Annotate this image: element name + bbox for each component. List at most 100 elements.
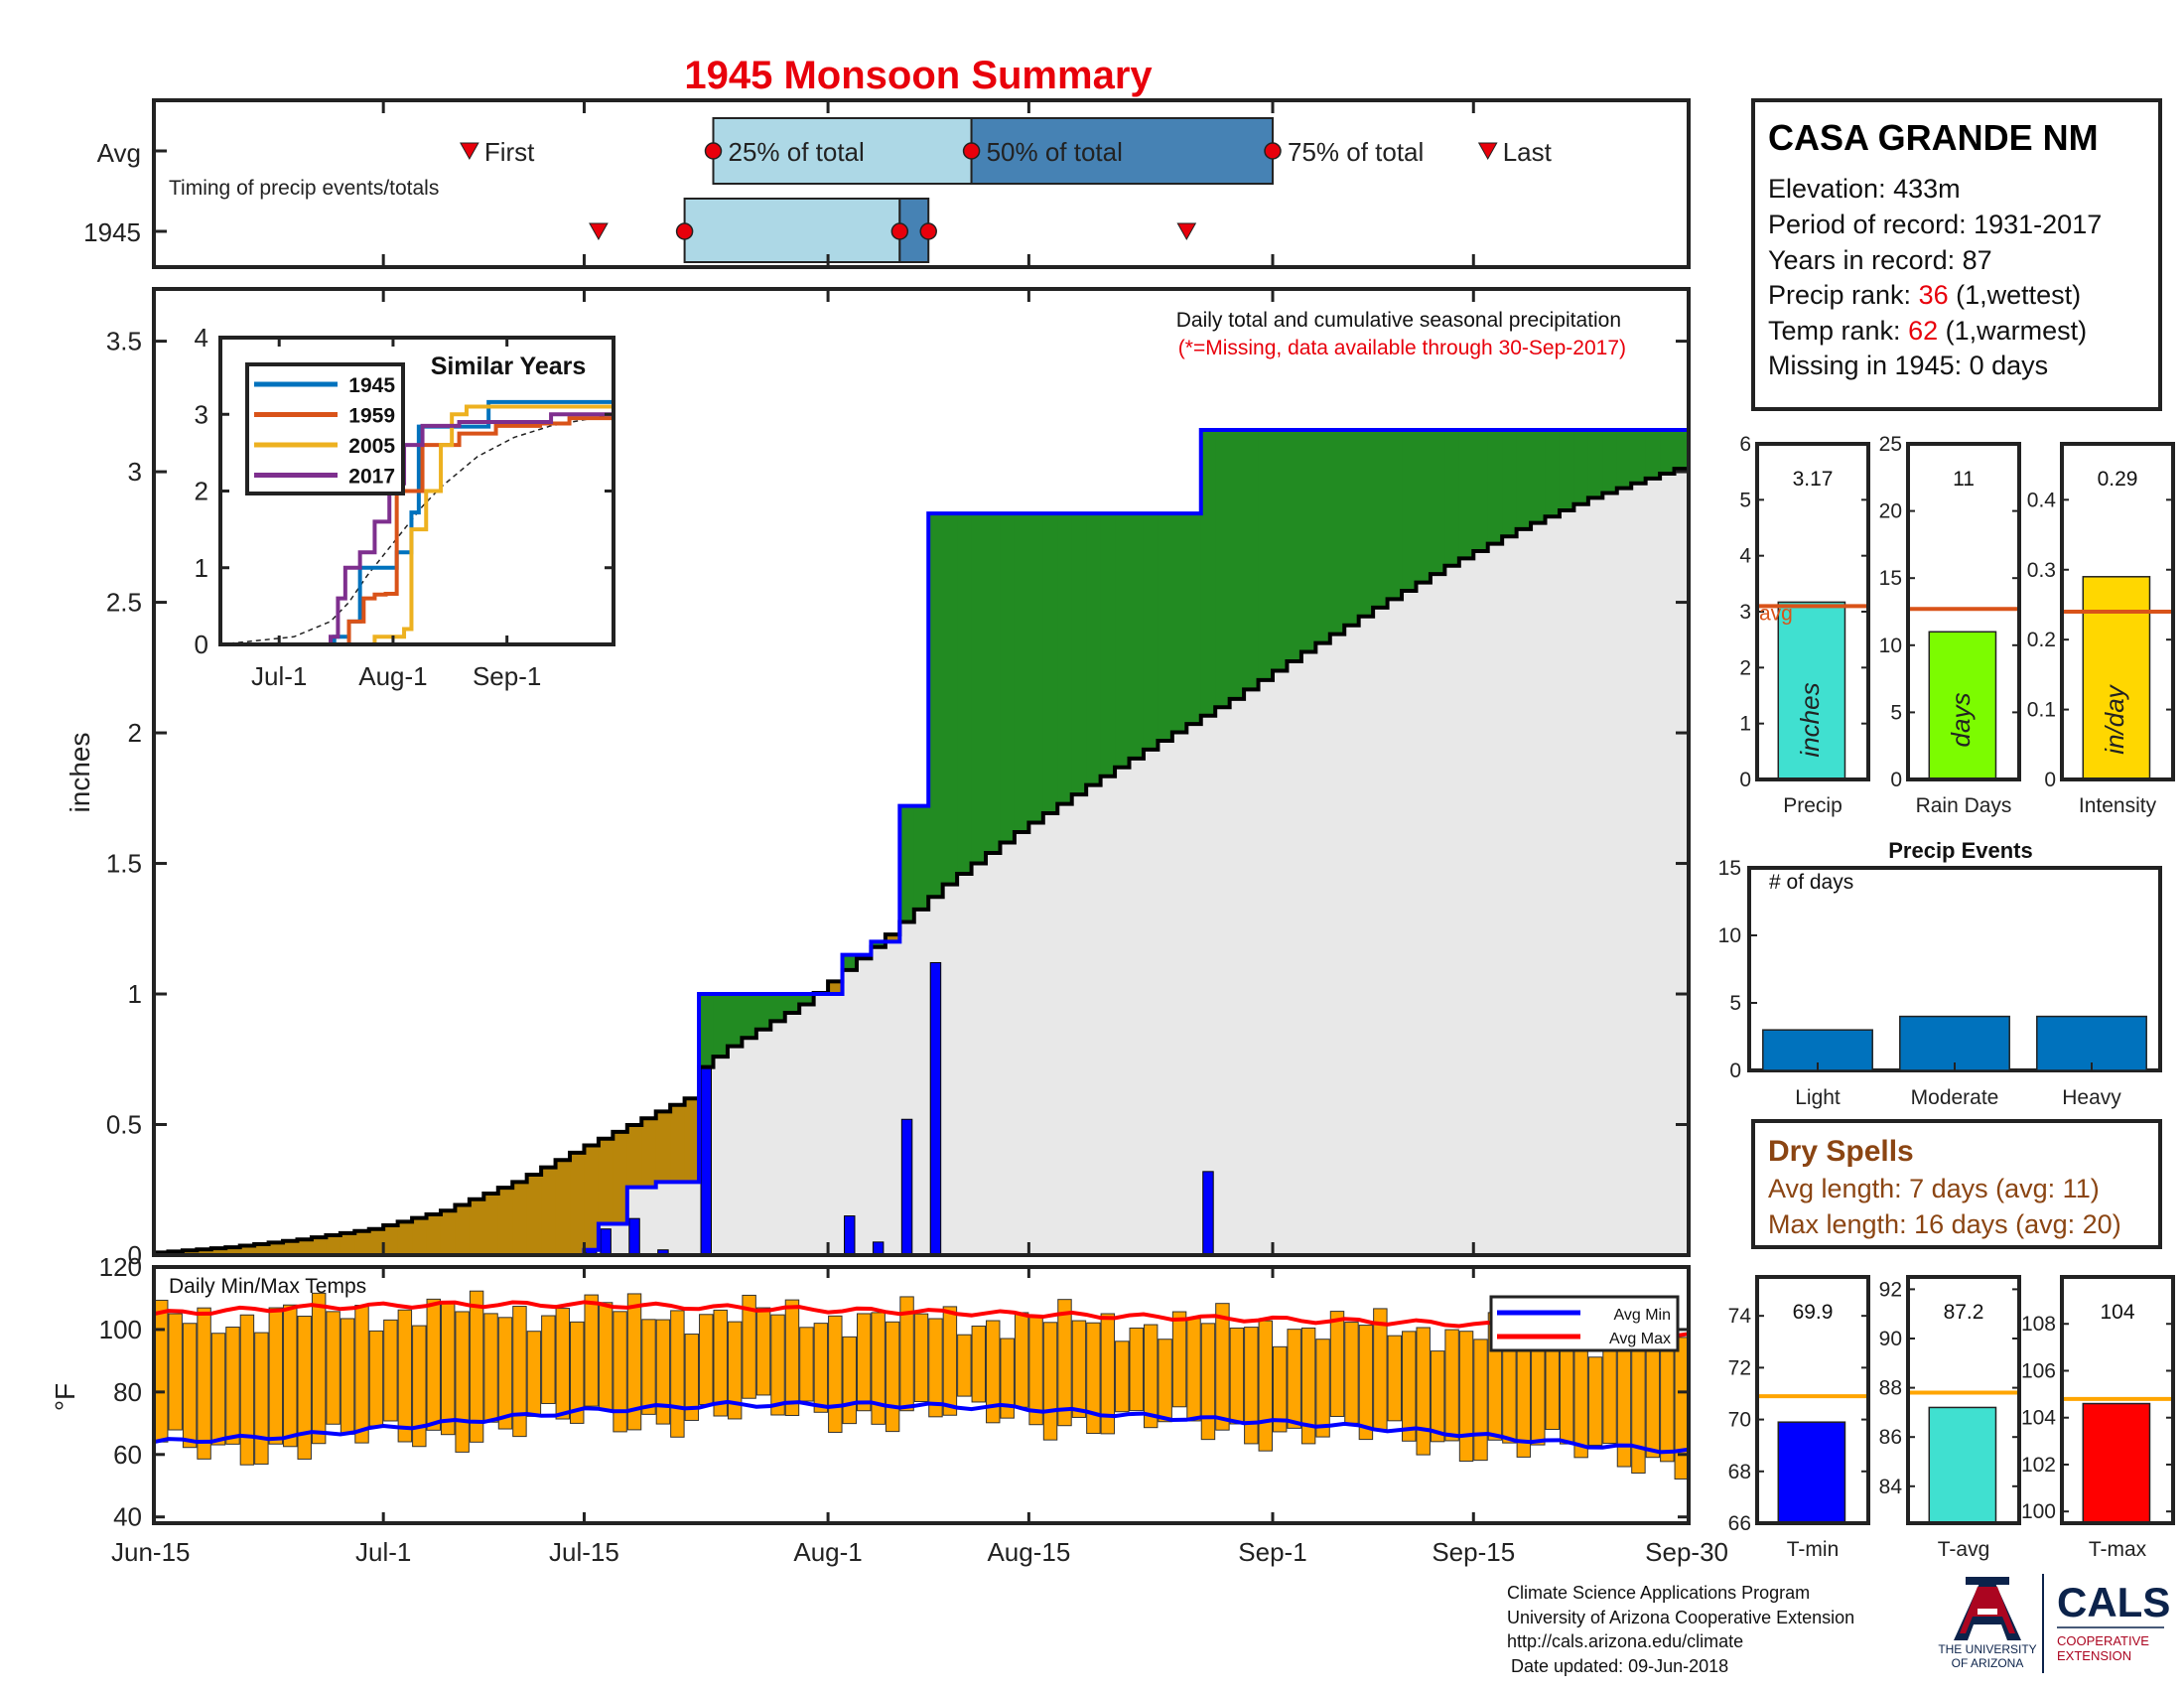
temp-rank-value: 62	[1908, 316, 1938, 346]
surplus-fill	[1559, 430, 1575, 511]
daily-precip-bar	[628, 1217, 640, 1256]
timing-label-p25: 25% of total	[728, 137, 864, 167]
mini-ytick-label: 72	[1728, 1356, 1751, 1379]
surplus-fill	[1042, 513, 1058, 814]
mini-ytick-label: 84	[1879, 1476, 1903, 1498]
mini-ytick-label: 88	[1879, 1377, 1902, 1400]
daily-temp-bar	[986, 1320, 1001, 1424]
inset-ytick-label: 0	[195, 630, 208, 659]
main-ytick-label: 2.5	[106, 588, 142, 618]
deficit-fill	[828, 981, 844, 995]
mini-ytick-label: 0	[1739, 769, 1751, 791]
daily-temp-bar	[397, 1309, 413, 1443]
deficit-fill	[368, 1228, 384, 1255]
temp-rank-label: Temp rank:	[1768, 316, 1908, 346]
daily-temp-bar	[971, 1325, 987, 1403]
year-p50-marker	[890, 222, 909, 240]
surplus-fill	[1014, 513, 1029, 832]
daily-temp-bar	[340, 1318, 355, 1435]
mini-ytick-label: 0	[2044, 769, 2056, 791]
daily-precip-bar	[700, 1066, 712, 1256]
surplus-fill	[1057, 513, 1073, 804]
deficit-fill	[397, 1221, 413, 1255]
surplus-fill	[699, 994, 715, 1067]
daily-temp-bar	[1545, 1344, 1560, 1431]
daily-temp-bar	[1559, 1337, 1574, 1445]
deficit-fill	[311, 1237, 327, 1255]
mini-unit-label: days	[1946, 693, 1976, 748]
mini-value-label: 3.17	[1793, 468, 1834, 491]
daily-temp-bar	[412, 1325, 427, 1448]
temp-rank-note: (1,warmest)	[1938, 316, 2087, 346]
mini-category-label: T-max	[2089, 1538, 2147, 1561]
station-info-box: CASA GRANDE NM Elevation: 433m Period of…	[1751, 98, 2162, 411]
daily-temp-bar	[1200, 1323, 1216, 1441]
date-tick-label: Aug-15	[987, 1537, 1070, 1567]
summary-bar-charts: 0 1 2 3 4 5 6 3.17 Precip inches avg 0 5 10 15 20 25 11 Ra…	[1739, 433, 2175, 817]
daily-temp-bar	[1473, 1339, 1488, 1462]
mini-chart-frame	[1755, 1275, 1870, 1525]
daily-temp-bar	[1158, 1339, 1172, 1423]
daily-temp-bar	[182, 1323, 198, 1449]
daily-temp-bar	[613, 1311, 627, 1433]
daily-temp-bar	[426, 1298, 441, 1431]
daily-temp-bar	[311, 1292, 327, 1445]
daily-temp-bar	[1660, 1337, 1675, 1463]
timing-label-p50: 50% of total	[987, 137, 1123, 167]
surplus-fill	[1387, 430, 1403, 600]
mini-bar-t-max	[2082, 1402, 2151, 1524]
surplus-fill	[1329, 430, 1345, 635]
mini-avg-label: avg	[1759, 602, 1793, 625]
surplus-fill	[1071, 513, 1087, 795]
surplus-fill	[1272, 430, 1289, 671]
events-title: Precip Events	[1888, 838, 2033, 863]
daily-temp-bar	[1402, 1331, 1417, 1442]
daily-temp-bar	[813, 1323, 829, 1413]
date-tick-label: Aug-1	[793, 1537, 862, 1567]
daily-temp-bar	[641, 1319, 656, 1415]
temp-ytick-label: 100	[99, 1315, 142, 1344]
daily-temp-bar	[154, 1299, 169, 1443]
avg-p25-marker	[704, 142, 723, 160]
inset-average-curve	[219, 413, 614, 645]
surplus-fill	[1645, 430, 1661, 479]
precip-rank-value: 36	[1919, 280, 1949, 310]
surplus-fill	[1573, 430, 1589, 504]
deficit-fill	[512, 1182, 528, 1255]
inset-xtick-label: Jul-1	[251, 661, 307, 691]
dry-spells-avg-length: Avg length: 7 days (avg: 11)	[1768, 1174, 2100, 1203]
cals-line-1: COOPERATIVE	[2057, 1633, 2149, 1648]
year-bar-25-50	[683, 198, 901, 263]
year-last-marker	[1176, 222, 1197, 241]
mini-ytick-label: 1	[1739, 713, 1751, 736]
daily-temp-bar	[1272, 1345, 1288, 1433]
avg-first-marker	[460, 142, 479, 161]
main-chart-note: Daily total and cumulative seasonal prec…	[1176, 309, 1621, 332]
daily-temp-bar	[770, 1314, 785, 1416]
daily-temp-bar	[1143, 1324, 1159, 1429]
date-tick-label: Jul-1	[355, 1537, 411, 1567]
deficit-fill	[412, 1217, 428, 1255]
daily-temp-bar	[1358, 1325, 1374, 1441]
station-years: Years in record: 87	[1768, 245, 1992, 275]
surplus-fill	[942, 513, 958, 885]
ua-line-2: OF ARIZONA	[1952, 1656, 2024, 1670]
surplus-fill	[1545, 430, 1561, 517]
daily-temp-bar	[1171, 1311, 1187, 1408]
inset-legend-label: 1959	[348, 405, 395, 428]
daily-precip-bar	[844, 1215, 856, 1256]
university-of-arizona-logo: THE UNIVERSITY OF ARIZONA	[1938, 1577, 2037, 1670]
avg-bar-50-75	[970, 117, 1274, 185]
station-temp-rank: Temp rank: 62 (1,warmest)	[1768, 316, 2087, 346]
daily-temp-bar	[885, 1321, 900, 1433]
inset-legend-label: 2017	[348, 466, 395, 489]
cumulative-1945-line	[154, 428, 1689, 1257]
average-cumulative-line	[154, 464, 1691, 1255]
date-tick-label: Jun-15	[111, 1537, 191, 1567]
daily-temp-bar	[541, 1315, 556, 1404]
deficit-fill	[225, 1247, 241, 1255]
surplus-fill	[1674, 430, 1690, 470]
surplus-fill	[1430, 430, 1445, 575]
date-tick-label: Sep-1	[1238, 1537, 1306, 1567]
surplus-fill	[1171, 513, 1187, 733]
